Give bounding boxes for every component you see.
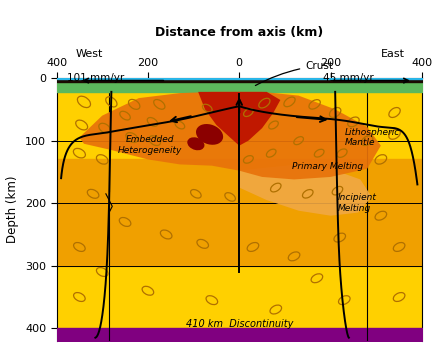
Text: 101 mm/yr: 101 mm/yr [67, 73, 124, 83]
Text: Crust: Crust [255, 61, 332, 86]
Polygon shape [79, 92, 380, 179]
Text: Embedded
Heterogeneity: Embedded Heterogeneity [118, 135, 182, 155]
Text: Primary Melting: Primary Melting [291, 163, 362, 171]
Text: East: East [380, 49, 404, 59]
Text: West: West [76, 49, 103, 59]
Ellipse shape [187, 137, 204, 150]
Ellipse shape [196, 124, 223, 145]
Polygon shape [197, 92, 280, 146]
Polygon shape [239, 164, 371, 216]
Text: 410 km  Discontinuity: 410 km Discontinuity [185, 319, 292, 329]
Title: Distance from axis (km): Distance from axis (km) [155, 26, 322, 39]
Text: Lithospheric
Mantle: Lithospheric Mantle [345, 128, 400, 147]
Text: Incipient
Melting: Incipient Melting [337, 193, 375, 213]
Text: 45 mm/yr: 45 mm/yr [322, 73, 372, 83]
Y-axis label: Depth (km): Depth (km) [7, 176, 20, 243]
